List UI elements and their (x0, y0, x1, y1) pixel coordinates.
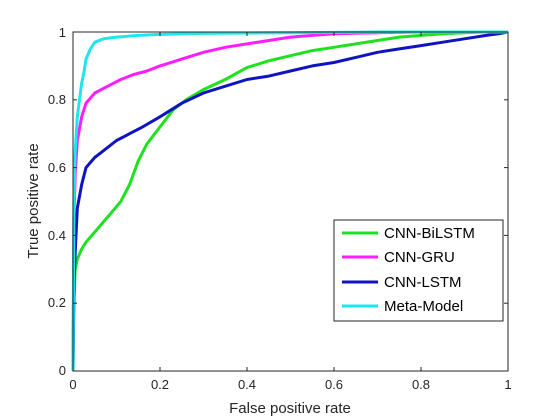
x-tick-labels: 0 0.2 0.4 0.6 0.8 1 (69, 377, 511, 392)
x-tick-label: 0.8 (412, 377, 430, 392)
x-tick-label: 1 (504, 377, 511, 392)
y-tick-label: 0.8 (48, 92, 66, 107)
x-axis-label: False positive rate (229, 400, 351, 417)
y-tick-labels: 0 0.2 0.4 0.6 0.8 1 (48, 25, 66, 378)
tick-marks (72, 31, 509, 372)
legend-box (333, 219, 504, 322)
legend-label-cnn-bilstm: CNN-BiLSTM (384, 225, 475, 242)
legend-label-meta-model: Meta-Model (384, 298, 463, 315)
series-line-meta-model (71, 30, 508, 372)
series-line-cnn-lstm (71, 30, 509, 372)
x-tick-label: 0 (69, 377, 76, 392)
y-tick-label: 0.6 (48, 160, 66, 175)
y-tick-label: 0.4 (48, 228, 66, 243)
x-tick-label: 0.4 (238, 377, 256, 392)
y-tick-label: 0 (59, 363, 66, 378)
legend-label-cnn-gru: CNN-GRU (384, 249, 455, 266)
legend: CNN-BiLSTM CNN-GRU CNN-LSTM Meta-Model (333, 219, 504, 322)
y-axis-label: True positive rate (25, 143, 42, 258)
y-tick-label: 1 (59, 25, 66, 40)
axes-box (72, 31, 509, 372)
legend-label-cnn-lstm: CNN-LSTM (384, 274, 462, 291)
x-tick-label: 0.2 (151, 377, 169, 392)
y-tick-label: 0.2 (48, 295, 66, 310)
series-lines (71, 30, 509, 372)
x-tick-label: 0.6 (325, 377, 343, 392)
